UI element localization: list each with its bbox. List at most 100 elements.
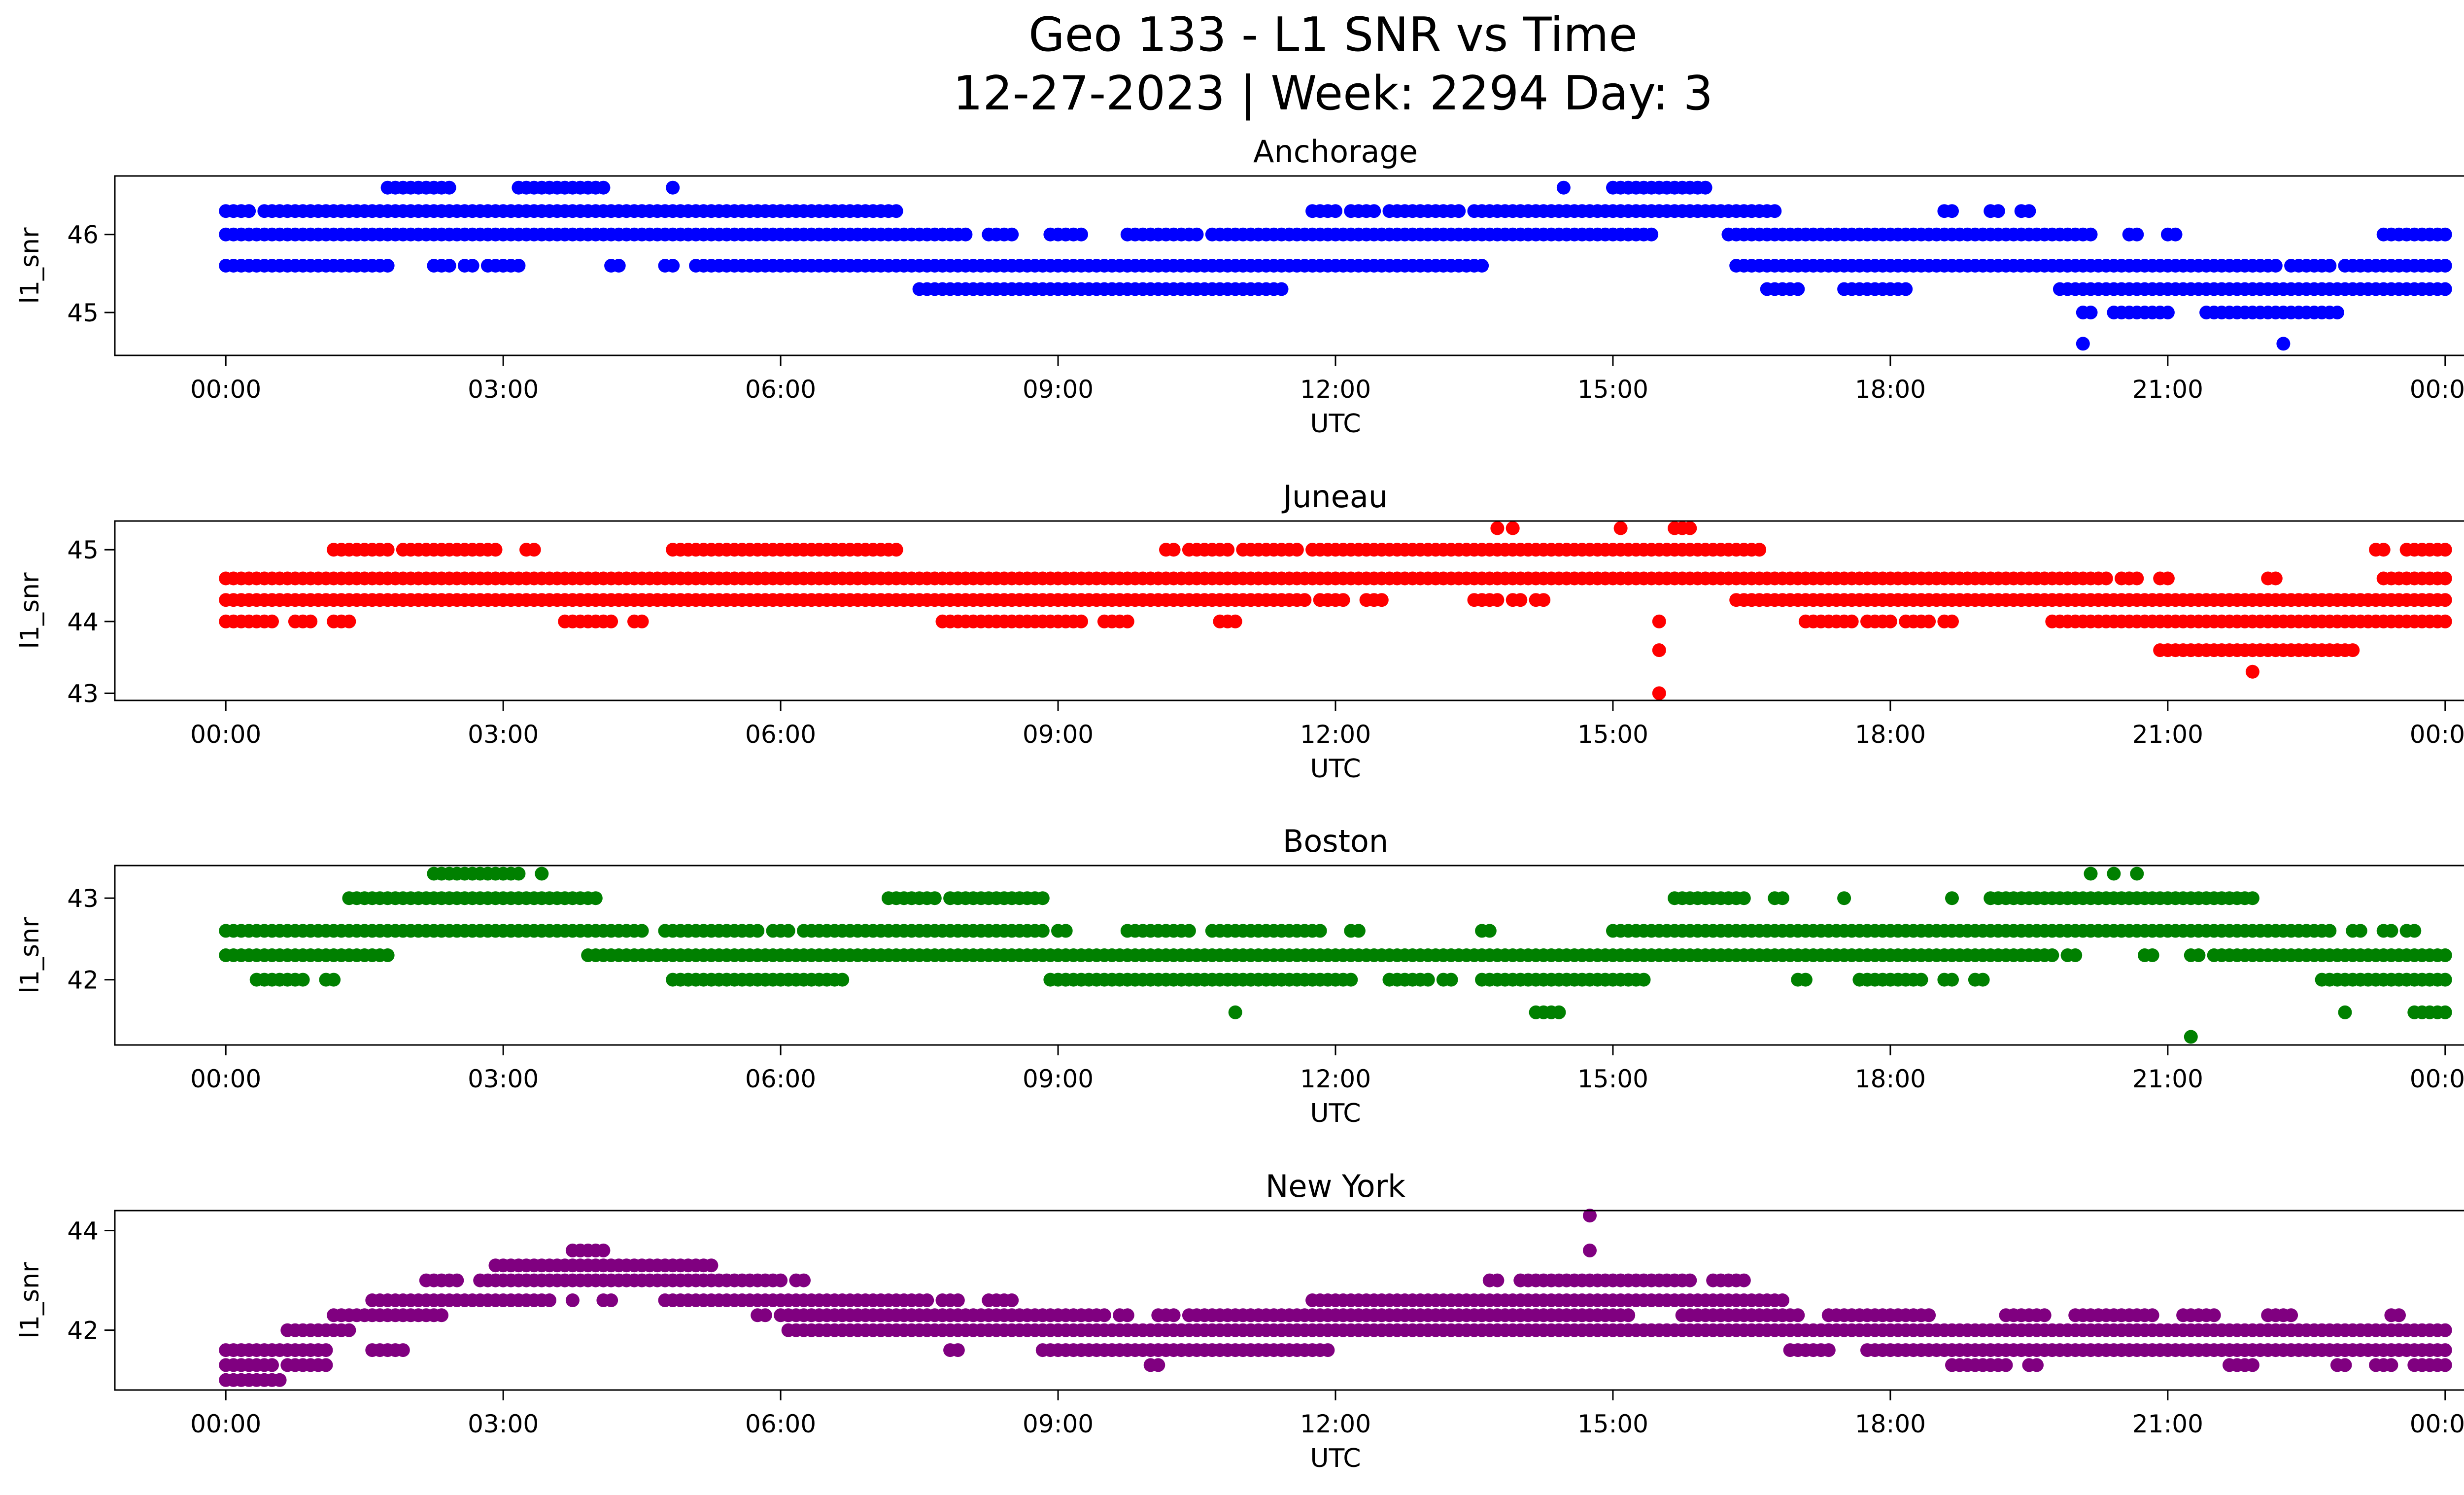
data-point (1821, 1343, 1836, 1357)
y-tick-label: 45 (67, 299, 99, 327)
data-point (2438, 227, 2452, 242)
data-point (1945, 891, 1959, 905)
x-tick-label: 06:00 (745, 375, 816, 404)
data-point (951, 1293, 965, 1307)
data-point (2168, 227, 2183, 242)
series-points (219, 867, 2452, 1044)
figure-title-line1: Geo 133 - L1 SNR vs Time (1028, 8, 1638, 62)
data-point (2084, 867, 2098, 881)
data-point (2022, 204, 2036, 218)
y-axis-label: l1_snr (15, 572, 45, 649)
data-point (2438, 571, 2452, 586)
data-point (2438, 1343, 2452, 1357)
x-tick-label: 15:00 (1577, 1065, 1648, 1093)
x-tick-label: 12:00 (1300, 375, 1371, 404)
data-point (704, 1258, 719, 1273)
y-axis-label: l1_snr (15, 227, 45, 304)
data-point (1367, 204, 1381, 218)
data-point (2045, 948, 2059, 962)
data-point (1190, 227, 1204, 242)
x-tick-label: 09:00 (1023, 375, 1094, 404)
y-tick-label: 44 (67, 1217, 99, 1245)
data-point (1737, 891, 1751, 905)
data-point (2268, 571, 2283, 586)
figure-title-line2: 12-27-2023 | Week: 2294 Day: 3 (953, 67, 1713, 121)
data-point (2384, 1358, 2398, 1372)
data-point (2438, 973, 2452, 987)
data-point (2338, 1358, 2352, 1372)
data-point (2037, 1308, 2052, 1322)
data-point (435, 1308, 448, 1322)
series-points (219, 180, 2452, 351)
data-point (319, 1343, 333, 1357)
data-point (2207, 1308, 2221, 1322)
y-tick-label: 43 (67, 884, 99, 913)
data-point (596, 1243, 611, 1257)
subplot-0: Anchorage 00:00 03:00 06:00 09:00 12:00 15:00 1… (15, 134, 2464, 439)
data-point (1482, 924, 1497, 938)
data-point (1313, 924, 1327, 938)
data-point (1652, 686, 1666, 700)
x-tick-label: 00:00 (190, 1410, 261, 1438)
data-point (666, 180, 680, 195)
data-point (781, 924, 795, 938)
data-point (1652, 643, 1666, 658)
data-point (2268, 259, 2283, 273)
data-point (450, 1273, 464, 1287)
data-point (2107, 867, 2121, 881)
x-tick-label: 12:00 (1300, 1410, 1371, 1438)
data-point (1552, 1005, 1566, 1019)
data-point (2323, 259, 2337, 273)
x-tick-label: 15:00 (1577, 375, 1648, 404)
subplot-title: Juneau (1281, 479, 1388, 515)
data-point (927, 891, 942, 905)
data-point (1182, 924, 1196, 938)
data-point (958, 227, 973, 242)
x-tick-label: 00:00 (190, 720, 261, 749)
data-point (2376, 543, 2391, 557)
x-tick-label: 21:00 (2132, 1065, 2203, 1093)
data-point (2030, 1358, 2044, 1372)
x-tick-label: 18:00 (1855, 1410, 1926, 1438)
data-point (2145, 948, 2159, 962)
data-point (1798, 973, 1813, 987)
data-point (1768, 204, 1782, 218)
data-point (1776, 891, 1789, 905)
data-point (1652, 614, 1666, 628)
data-point (2338, 1005, 2352, 1019)
series-points (219, 521, 2452, 700)
data-point (2130, 227, 2144, 242)
data-point (1945, 204, 1959, 218)
data-point (1228, 1005, 1242, 1019)
x-axis-label: UTC (1310, 409, 1361, 439)
data-point (1059, 924, 1073, 938)
data-point (751, 924, 765, 938)
series-points (219, 1209, 2452, 1387)
data-point (666, 259, 680, 273)
x-tick-label: 18:00 (1855, 375, 1926, 404)
subplot-title: New York (1266, 1168, 1405, 1204)
data-point (1120, 1308, 1134, 1322)
data-point (2130, 867, 2144, 881)
data-point (2160, 571, 2175, 586)
data-point (265, 1358, 279, 1372)
data-point (512, 259, 526, 273)
x-tick-label: 15:00 (1577, 1410, 1648, 1438)
x-tick-label: 06:00 (745, 720, 816, 749)
data-point (1166, 1308, 1181, 1322)
data-point (2438, 259, 2452, 273)
data-point (1922, 1308, 1936, 1322)
x-axis-label: UTC (1310, 1099, 1361, 1128)
y-tick-label: 46 (67, 221, 99, 249)
y-tick-label: 42 (67, 1317, 99, 1345)
data-point (396, 1343, 410, 1357)
data-point (342, 614, 356, 628)
data-point (1490, 1273, 1505, 1287)
data-point (1097, 1308, 1111, 1322)
data-point (527, 543, 541, 557)
data-point (1644, 227, 1659, 242)
data-point (2145, 1308, 2159, 1322)
data-point (2407, 924, 2422, 938)
data-point (835, 973, 850, 987)
